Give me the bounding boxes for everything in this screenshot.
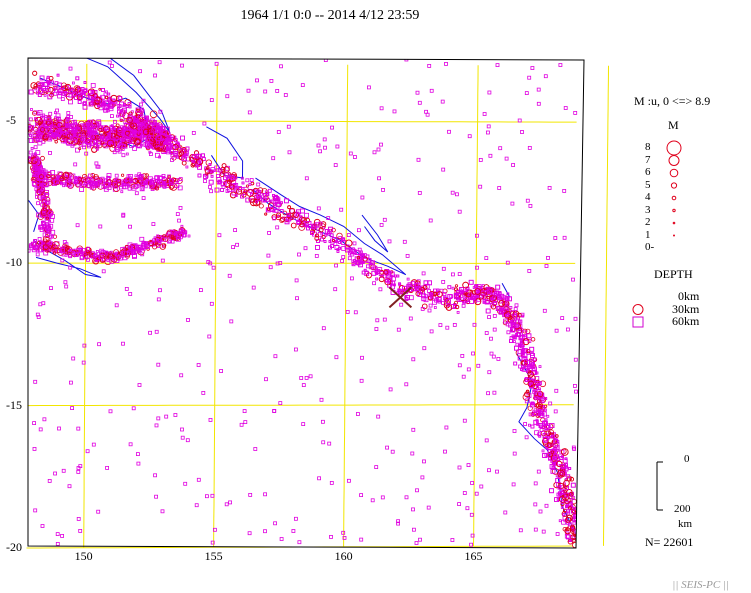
depth-symbol [632, 316, 644, 328]
magnitude-level-label: 6 [645, 166, 651, 178]
depth-level-label: 0km [678, 289, 700, 303]
magnitude-symbol [668, 155, 680, 166]
lon-tick-label: 155 [204, 549, 223, 563]
meridian-line [213, 64, 218, 548]
magnitude-level-label: 2 [645, 216, 651, 228]
depth-symbol [632, 304, 644, 315]
coastline [361, 214, 389, 253]
magnitude-level-label: 1 [645, 228, 651, 241]
event-count: N= 22601 [645, 535, 694, 549]
lon-tick-label: 160 [334, 549, 353, 563]
scale-bottom-label: 200 [674, 503, 691, 515]
parallel-line [27, 404, 574, 407]
mainshock-marker [388, 286, 413, 309]
coastline [86, 58, 171, 133]
page-title: 1964 1/1 0:0 -- 2014 4/12 23:59 [240, 8, 420, 23]
scale-top-label: 0 [684, 453, 690, 465]
meridian-line [343, 64, 349, 547]
magnitude-level-label: 3 [645, 203, 651, 216]
magnitude-level-label: 8 [645, 141, 651, 153]
magnitude-title: M [668, 118, 679, 132]
parallel-line [29, 120, 577, 123]
lat-tick-label: -5 [6, 112, 16, 127]
magnitude-symbol [673, 234, 675, 237]
magnitude-symbol [670, 182, 678, 189]
magnitude-symbol [672, 221, 676, 225]
magnitude-symbol [666, 140, 682, 156]
magnitude-symbol [669, 168, 679, 178]
earthquake-points [28, 58, 584, 548]
depth-title: DEPTH [654, 267, 693, 281]
depth-level-label: 60km [672, 314, 700, 328]
legend [632, 140, 682, 511]
lat-tick-label: -15 [6, 397, 22, 412]
magnitude-level-label: 4 [645, 191, 651, 203]
scale-unit-label: km [678, 518, 693, 530]
magnitude-symbol [671, 195, 677, 201]
magnitude-level-label: 7 [645, 153, 651, 166]
magnitude-level-label: 0- [645, 241, 655, 253]
lon-tick-label: 165 [464, 549, 483, 563]
coastline [28, 200, 40, 232]
magnitude-symbol [672, 208, 676, 213]
magnitude-legend [666, 140, 682, 237]
magnitude-level-label: 5 [645, 178, 651, 191]
magnitude-range-label: M :u, 0 <=> 8.9 [634, 94, 711, 108]
depth-level-label: 30km [672, 301, 700, 316]
lon-tick-label: 150 [74, 549, 93, 563]
meridian-line [603, 65, 609, 546]
map-frame [27, 57, 585, 549]
depth-scale-bar [656, 461, 663, 511]
depth-legend [632, 304, 644, 328]
coastline [33, 239, 102, 278]
meridian-line [473, 65, 479, 547]
software-credit: || SEIS-PC || [672, 579, 729, 591]
lat-tick-label: -10 [6, 255, 22, 270]
lat-tick-label: -20 [6, 540, 22, 554]
